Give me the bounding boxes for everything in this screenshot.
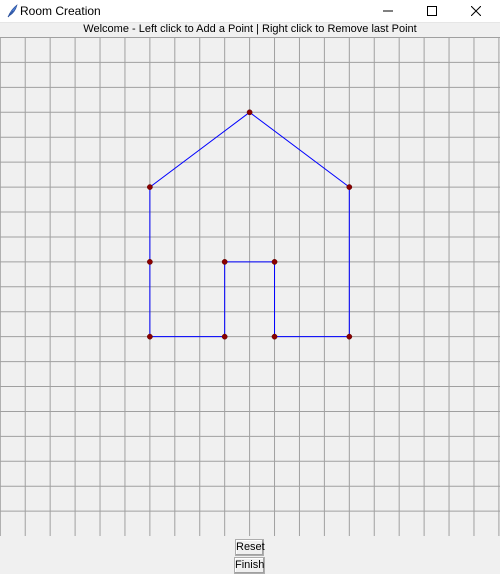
maximize-icon bbox=[427, 6, 437, 16]
vertex-point[interactable] bbox=[271, 333, 278, 340]
feather-icon bbox=[5, 3, 21, 19]
vertex-point[interactable] bbox=[147, 333, 153, 340]
minimize-button[interactable] bbox=[366, 0, 410, 22]
window-title: Room Creation bbox=[20, 4, 101, 18]
canvas-svg[interactable] bbox=[0, 37, 500, 536]
vertex-point[interactable] bbox=[271, 259, 278, 265]
vertex-point[interactable] bbox=[246, 109, 253, 116]
vertex-point[interactable] bbox=[147, 184, 153, 190]
close-icon bbox=[471, 6, 481, 16]
vertex-point[interactable] bbox=[221, 259, 228, 265]
instruction-label: Welcome - Left click to Add a Point | Ri… bbox=[83, 23, 417, 35]
vertex-point[interactable] bbox=[346, 184, 353, 190]
vertex-point[interactable] bbox=[346, 333, 353, 340]
finish-button[interactable]: Finish bbox=[234, 557, 265, 574]
vertex-point[interactable] bbox=[147, 259, 153, 265]
room-shapes bbox=[147, 109, 353, 340]
drawing-canvas[interactable] bbox=[0, 37, 500, 536]
vertex-point[interactable] bbox=[221, 333, 228, 340]
minimize-icon bbox=[383, 10, 393, 12]
reset-button[interactable]: Reset bbox=[235, 539, 265, 556]
maximize-button[interactable] bbox=[410, 0, 454, 22]
title-bar: Room Creation bbox=[0, 0, 500, 23]
close-button[interactable] bbox=[454, 0, 498, 22]
